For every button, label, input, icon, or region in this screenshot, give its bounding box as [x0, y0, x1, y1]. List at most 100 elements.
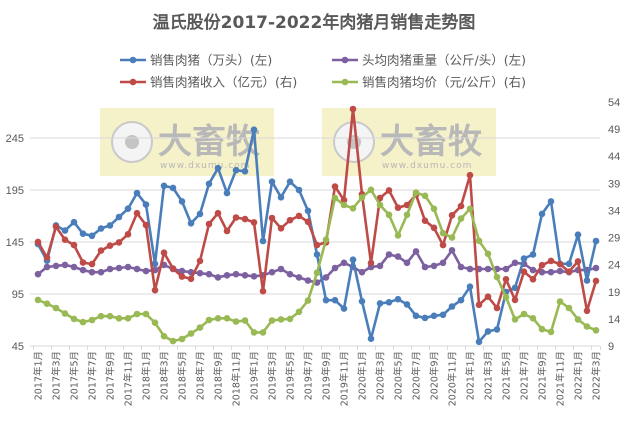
data-point: [565, 304, 573, 312]
data-point: [133, 189, 141, 197]
x-tick-label: 2019年5月: [285, 351, 297, 400]
data-point: [160, 182, 168, 190]
data-point: [142, 267, 150, 275]
x-tick-label: 2018年1月: [141, 351, 153, 400]
data-point: [196, 257, 204, 265]
data-point: [97, 268, 105, 276]
x-tick-label: 2022年1月: [573, 351, 585, 400]
watermark-url: www.dxumu.com: [160, 161, 250, 171]
data-point: [304, 277, 312, 284]
data-point: [538, 210, 546, 218]
data-point: [583, 307, 591, 315]
data-point: [70, 263, 78, 271]
data-point: [511, 316, 519, 323]
data-point: [475, 338, 483, 346]
data-point: [313, 241, 321, 249]
data-point: [583, 323, 591, 330]
data-point: [448, 212, 456, 219]
y-left-tick-label: 145: [6, 237, 24, 249]
data-point: [448, 234, 456, 241]
series-group: [34, 105, 600, 346]
data-point: [322, 274, 330, 281]
series-4: [34, 186, 600, 345]
x-tick-label: 2021年9月: [537, 351, 549, 400]
data-point: [106, 265, 114, 273]
data-point: [376, 300, 384, 307]
data-point: [556, 260, 564, 268]
data-point: [79, 266, 87, 274]
x-tick-label: 2017年1月: [33, 351, 45, 400]
data-point: [385, 187, 393, 194]
data-point: [529, 315, 537, 322]
data-point: [430, 224, 438, 232]
data-point: [106, 312, 114, 320]
data-point: [592, 264, 600, 272]
data-point: [592, 237, 600, 245]
x-tick-label: 2018年7月: [195, 351, 207, 400]
data-point: [529, 276, 537, 283]
data-point: [484, 328, 492, 335]
data-point: [268, 214, 276, 222]
legend-label: 头均肉猪重量（公斤/头）(左): [362, 53, 526, 68]
data-point: [421, 263, 429, 271]
data-point: [457, 215, 465, 222]
x-tick-label: 2017年5月: [69, 351, 81, 400]
data-point: [106, 222, 114, 229]
watermark-logo-dot: [125, 135, 139, 149]
y-right-tick-label: 29: [608, 233, 620, 245]
data-point: [511, 259, 519, 267]
data-point: [142, 201, 150, 208]
data-point: [412, 189, 420, 196]
data-point: [430, 205, 438, 213]
data-point: [79, 230, 87, 237]
data-point: [430, 262, 438, 270]
data-point: [547, 268, 555, 276]
data-point: [133, 310, 141, 318]
data-point: [403, 211, 411, 219]
x-tick-label: 2020年5月: [393, 351, 405, 400]
data-point: [457, 202, 465, 210]
data-point: [295, 212, 303, 220]
data-point: [511, 284, 519, 292]
data-point: [52, 223, 60, 230]
data-point: [439, 311, 447, 319]
data-point: [70, 218, 78, 226]
x-tick-label: 2019年3月: [267, 351, 279, 400]
data-point: [394, 295, 402, 303]
data-point: [43, 254, 51, 261]
data-point: [502, 265, 510, 273]
data-point: [313, 269, 321, 277]
data-point: [277, 225, 285, 232]
data-point: [403, 201, 411, 209]
data-point: [466, 171, 474, 179]
data-point: [151, 260, 159, 268]
data-point: [376, 194, 384, 202]
data-point: [250, 329, 258, 336]
data-point: [43, 263, 51, 271]
data-point: [232, 270, 240, 278]
data-point: [151, 319, 159, 327]
data-point: [403, 301, 411, 308]
data-point: [34, 296, 42, 304]
data-point: [106, 242, 114, 249]
data-point: [169, 337, 177, 345]
data-point: [142, 221, 150, 229]
data-point: [394, 253, 402, 260]
data-point: [475, 301, 483, 309]
data-point: [205, 180, 213, 188]
data-point: [223, 315, 231, 322]
data-point: [223, 189, 231, 197]
x-tick-label: 2019年11月: [339, 351, 351, 406]
data-point: [322, 236, 330, 243]
data-point: [61, 310, 69, 317]
data-point: [421, 314, 429, 322]
data-point: [367, 186, 375, 194]
data-point: [52, 262, 60, 270]
data-point: [304, 297, 312, 304]
data-point: [457, 263, 465, 271]
data-point: [169, 265, 177, 272]
data-point: [196, 210, 204, 218]
data-point: [124, 263, 132, 271]
